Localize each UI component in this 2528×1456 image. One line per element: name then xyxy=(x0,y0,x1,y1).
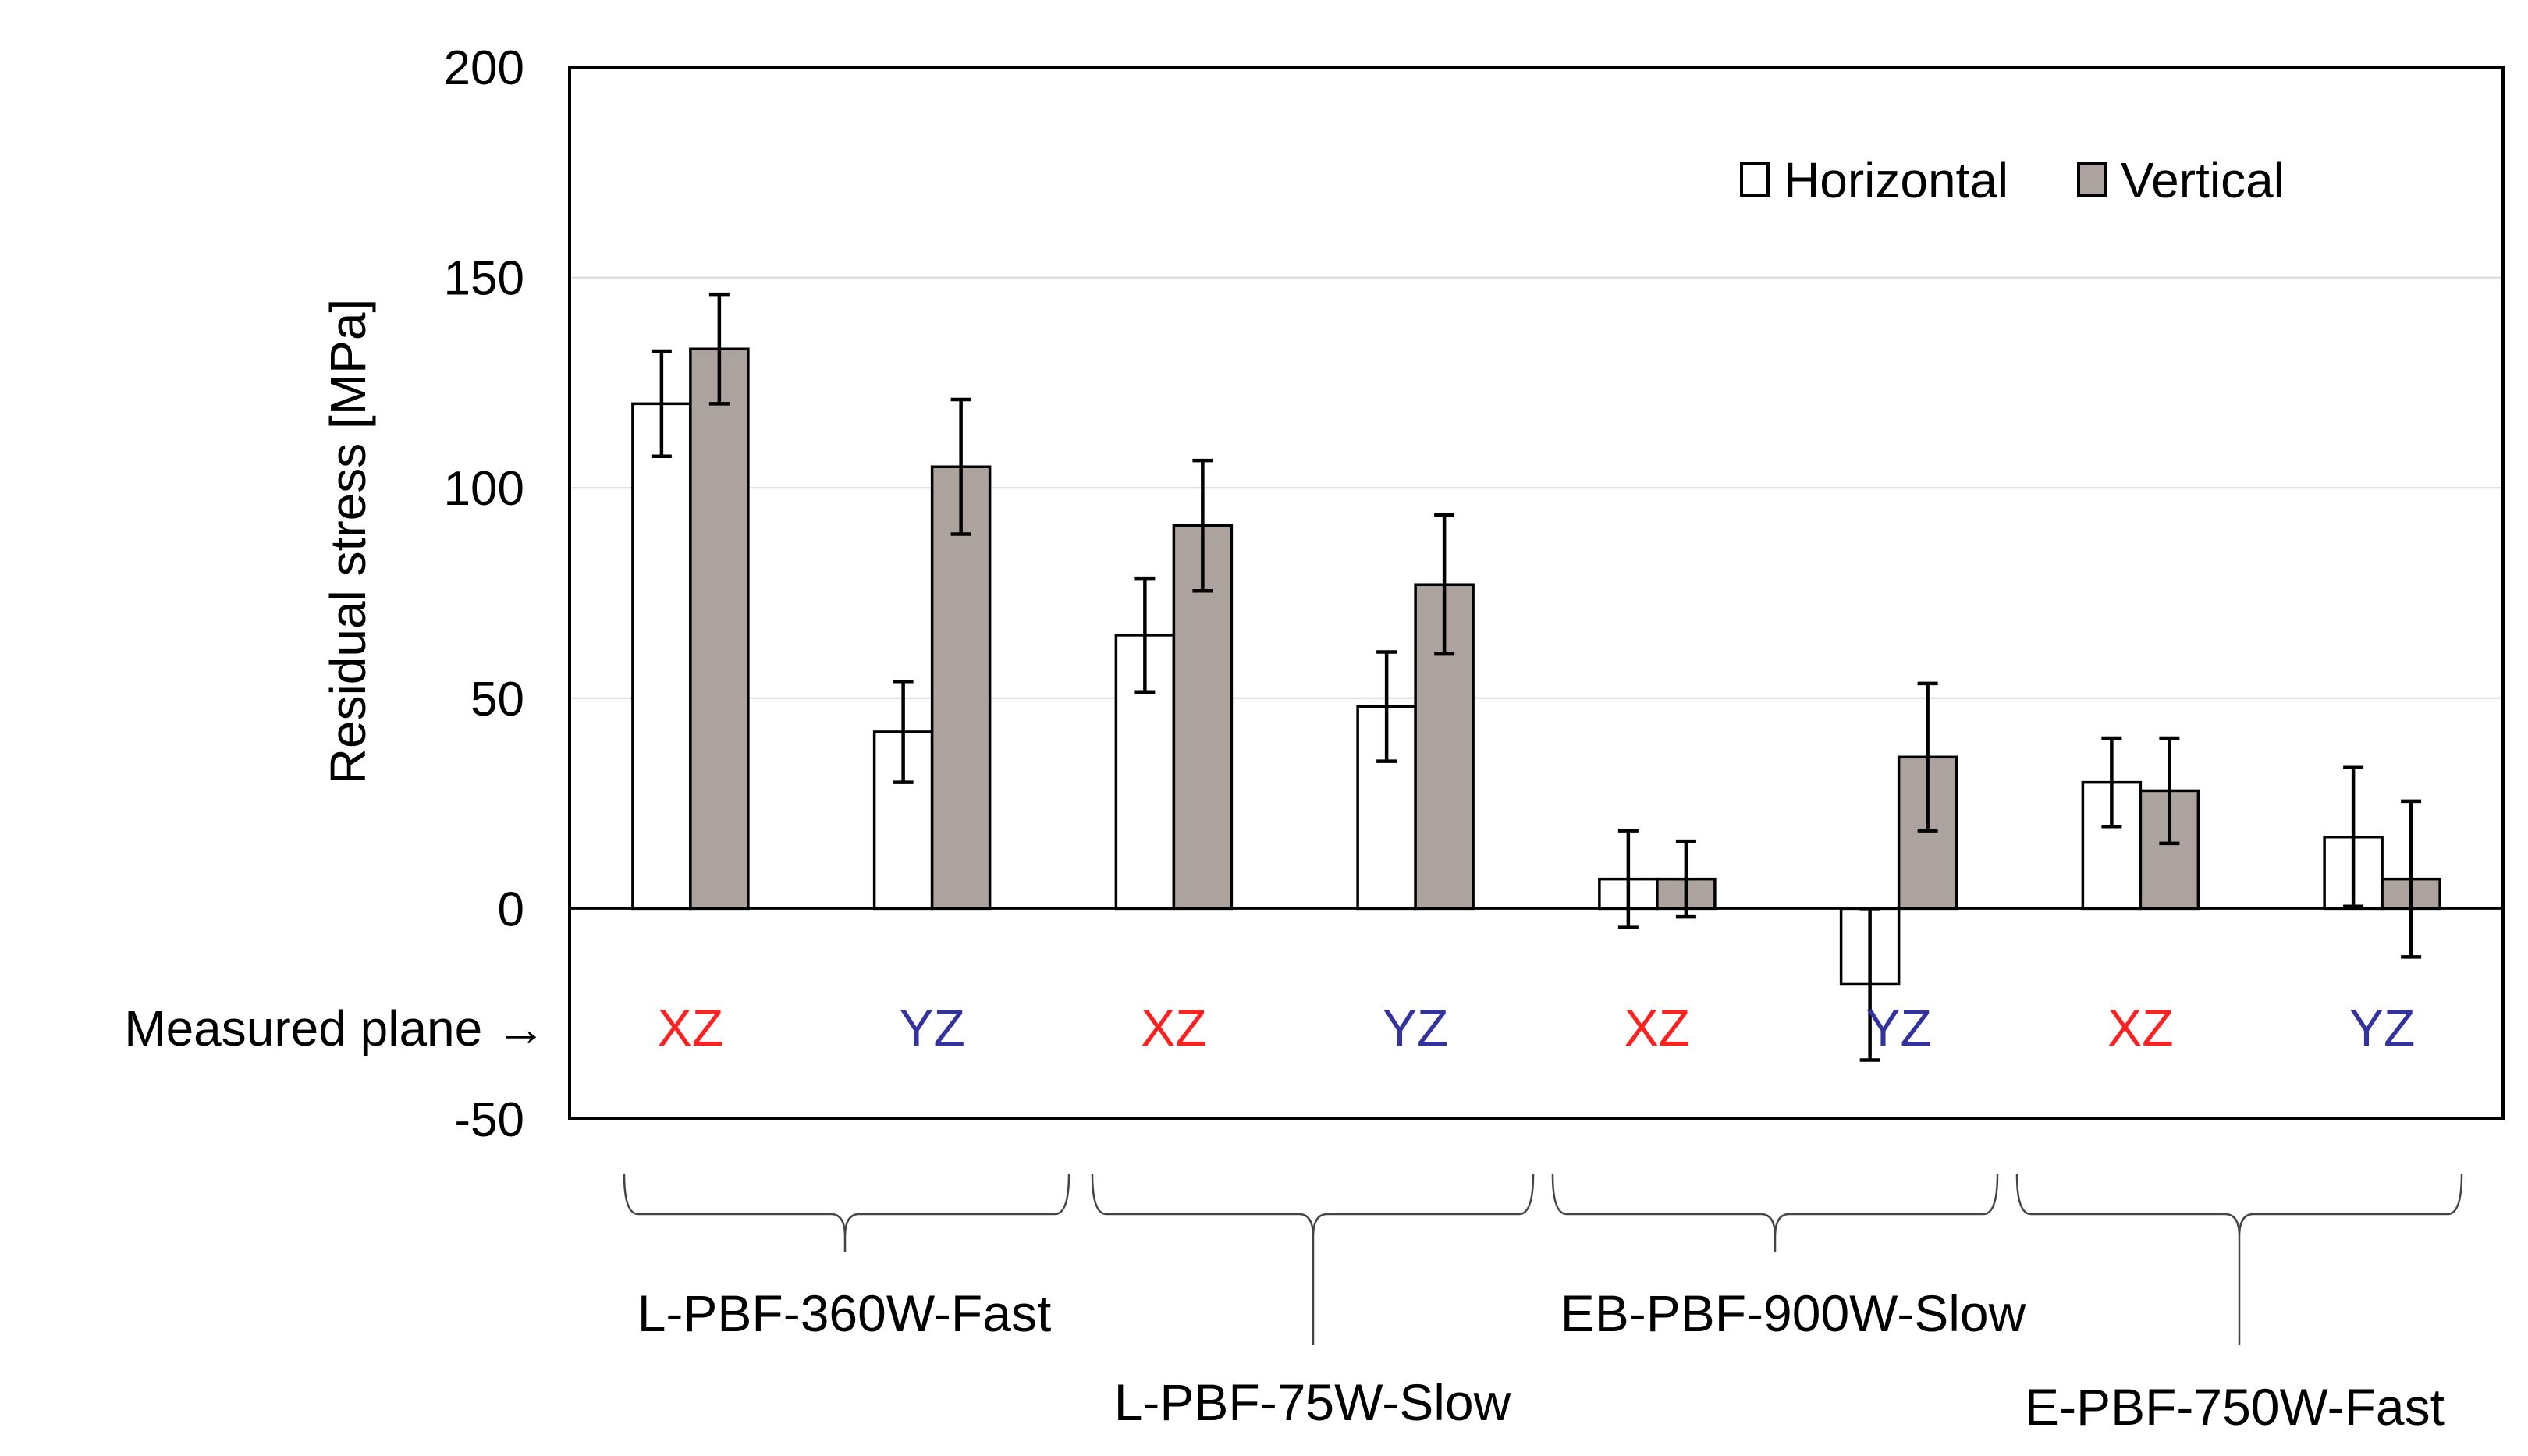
bar-horizontal-0 xyxy=(631,402,692,911)
error-bar-vertical-3 xyxy=(1434,513,1455,656)
error-bar-vertical-7 xyxy=(2401,799,2422,959)
error-bar-horizontal-1 xyxy=(893,679,914,784)
measured-plane-label: Measured plane → xyxy=(124,1000,546,1056)
category-label-4: XZ xyxy=(1624,999,1690,1056)
group-label-2: EB-PBF-900W-Slow xyxy=(1560,1284,2026,1342)
y-tick-label-3: 100 xyxy=(444,462,524,516)
group-bracket-2 xyxy=(1551,1174,1999,1252)
error-bar-vertical-6 xyxy=(2159,736,2180,846)
legend-label-vertical: Vertical xyxy=(2121,152,2285,208)
legend-swatch-horizontal xyxy=(1740,162,1770,197)
group-label-3: E-PBF-750W-Fast xyxy=(2025,1378,2445,1436)
group-label-0: L-PBF-360W-Fast xyxy=(637,1284,1052,1342)
error-bar-horizontal-3 xyxy=(1376,650,1397,763)
y-tick-label-4: 150 xyxy=(444,252,524,306)
group-bracket-1 xyxy=(1091,1174,1535,1345)
bar-vertical-0 xyxy=(689,347,750,911)
y-tick-label-2: 50 xyxy=(470,673,524,726)
group-label-1: L-PBF-75W-Slow xyxy=(1114,1373,1511,1431)
y-axis-label: Residual stress [MPa] xyxy=(320,299,376,784)
error-bar-vertical-1 xyxy=(950,397,971,536)
error-bar-horizontal-7 xyxy=(2343,765,2364,908)
group-bracket-0 xyxy=(623,1174,1070,1252)
category-labels: XZ YZ XZ YZ XZ YZ XZ YZ xyxy=(658,999,2416,1056)
category-label-7: YZ xyxy=(2349,999,2415,1056)
category-label-5: YZ xyxy=(1866,999,1931,1056)
category-label-0: XZ xyxy=(658,999,723,1056)
legend-label-horizontal: Horizontal xyxy=(1784,152,2008,208)
category-label-6: XZ xyxy=(2107,999,2173,1056)
error-bar-vertical-0 xyxy=(708,292,730,406)
y-tick-label-1: 0 xyxy=(498,882,524,936)
error-bar-vertical-5 xyxy=(1917,681,1938,833)
y-tick-labels: -50 0 50 100 150 200 xyxy=(444,41,524,1147)
y-tick-label-5: 200 xyxy=(444,41,524,95)
category-label-2: XZ xyxy=(1141,999,1206,1056)
group-bracket-3 xyxy=(2015,1174,2463,1345)
category-label-3: YZ xyxy=(1383,999,1448,1056)
error-bar-horizontal-0 xyxy=(651,349,672,459)
group-brackets: L-PBF-360W-Fast L-PBF-75W-Slow EB-PBF-900W… xyxy=(623,1174,2463,1436)
error-bar-horizontal-5 xyxy=(1859,907,1880,1062)
bars xyxy=(631,347,2441,986)
error-bar-horizontal-2 xyxy=(1134,576,1156,694)
grid-lines xyxy=(570,276,2503,910)
error-bar-vertical-4 xyxy=(1675,839,1696,919)
category-label-1: YZ xyxy=(899,999,964,1056)
legend: Horizontal Vertical xyxy=(1740,152,2285,208)
bar-vertical-1 xyxy=(930,465,992,911)
legend-swatch-vertical xyxy=(2077,162,2107,197)
error-bar-horizontal-6 xyxy=(2101,736,2122,829)
plot-frame xyxy=(568,66,2505,1120)
error-bar-horizontal-4 xyxy=(1617,829,1639,929)
error-bars xyxy=(651,292,2422,1062)
y-tick-label-0: -50 xyxy=(454,1093,524,1147)
error-bar-vertical-2 xyxy=(1192,458,1213,593)
